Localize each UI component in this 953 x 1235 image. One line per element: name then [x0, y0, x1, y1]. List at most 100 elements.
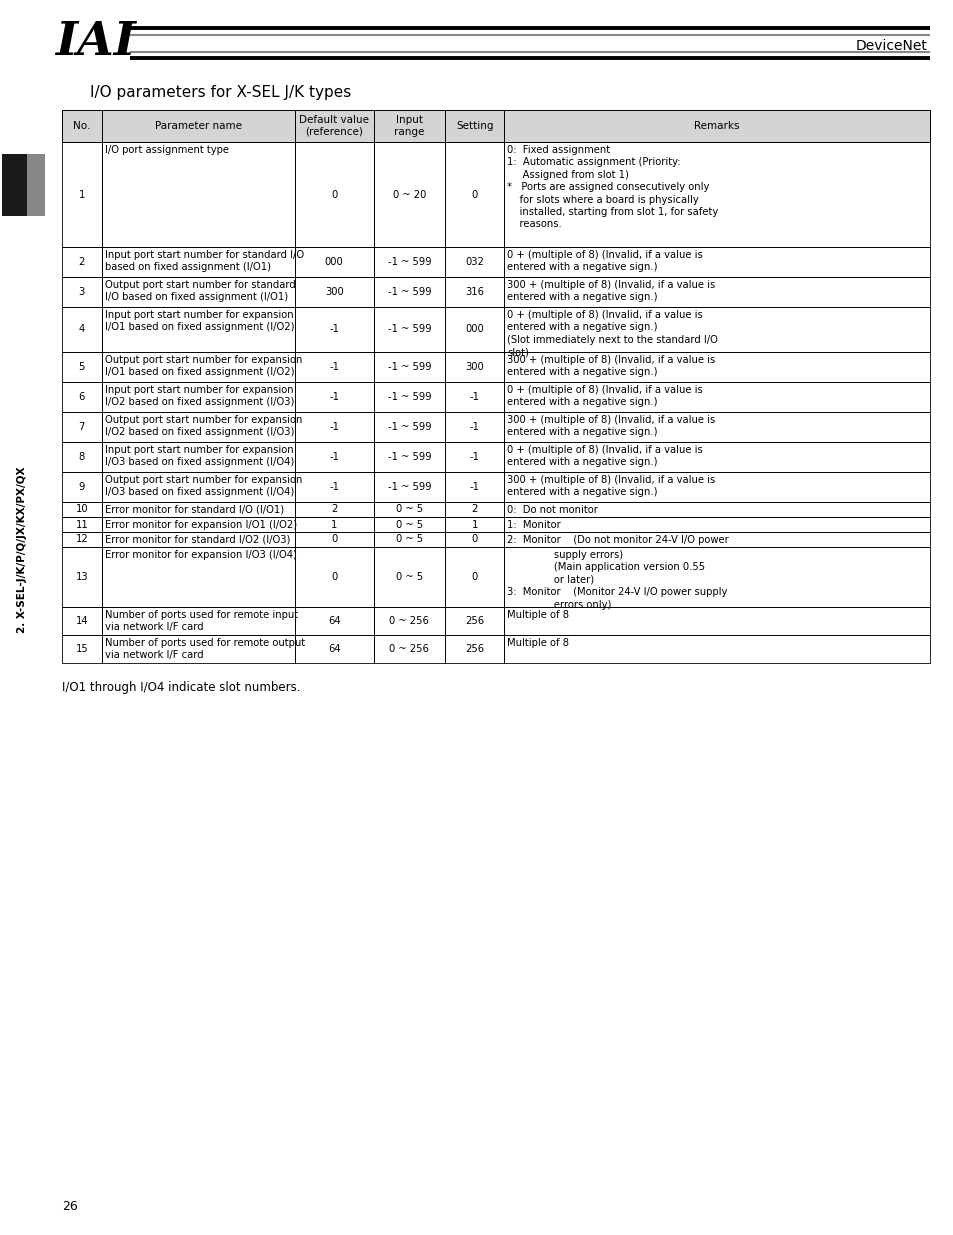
Bar — [62, 247, 101, 277]
Bar — [294, 635, 374, 663]
Bar — [62, 412, 101, 442]
Text: -1: -1 — [329, 482, 339, 492]
Text: Output port start number for expansion
I/O3 based on fixed assignment (I/O4): Output port start number for expansion I… — [105, 475, 302, 496]
Bar — [62, 547, 101, 606]
Text: 300 + (multiple of 8) (Invalid, if a value is
entered with a negative sign.): 300 + (multiple of 8) (Invalid, if a val… — [507, 415, 715, 437]
Text: 0 ~ 20: 0 ~ 20 — [393, 189, 426, 200]
Bar — [101, 532, 294, 547]
Text: 0 ~ 256: 0 ~ 256 — [389, 643, 429, 655]
Text: Output port start number for standard
I/O based on fixed assignment (I/O1): Output port start number for standard I/… — [105, 280, 295, 301]
Text: 12: 12 — [75, 535, 88, 545]
Bar — [504, 308, 929, 352]
Text: Error monitor for standard I/O2 (I/O3): Error monitor for standard I/O2 (I/O3) — [105, 535, 290, 545]
Bar — [294, 247, 374, 277]
Bar — [101, 501, 294, 517]
Text: Output port start number for expansion
I/O2 based on fixed assignment (I/O3): Output port start number for expansion I… — [105, 415, 302, 437]
Bar — [504, 606, 929, 635]
Text: Error monitor for expansion I/O3 (I/O4): Error monitor for expansion I/O3 (I/O4) — [105, 550, 296, 559]
Text: -1 ~ 599: -1 ~ 599 — [387, 422, 431, 432]
Bar — [504, 352, 929, 382]
Bar — [504, 532, 929, 547]
Text: 0: 0 — [471, 572, 477, 582]
Bar — [444, 472, 504, 501]
Bar — [294, 532, 374, 547]
Bar — [62, 501, 101, 517]
Text: 5: 5 — [78, 362, 85, 372]
Bar — [294, 517, 374, 532]
Text: 0: 0 — [471, 535, 477, 545]
Bar — [374, 532, 444, 547]
Text: 0:  Fixed assignment
1:  Automatic assignment (Priority:
     Assigned from slot: 0: Fixed assignment 1: Automatic assignm… — [507, 144, 718, 230]
Text: Default value
(reference): Default value (reference) — [299, 115, 369, 137]
Text: 0: 0 — [331, 535, 337, 545]
Text: -1: -1 — [329, 391, 339, 403]
Bar — [444, 247, 504, 277]
Bar — [504, 547, 929, 606]
Text: 26: 26 — [62, 1200, 77, 1214]
Text: -1: -1 — [469, 482, 479, 492]
Text: -1 ~ 599: -1 ~ 599 — [387, 362, 431, 372]
Text: Multiple of 8: Multiple of 8 — [507, 610, 569, 620]
Text: -1: -1 — [469, 391, 479, 403]
Bar — [294, 547, 374, 606]
Text: Output port start number for expansion
I/O1 based on fixed assignment (I/O2): Output port start number for expansion I… — [105, 354, 302, 377]
Text: 2: 2 — [471, 505, 477, 515]
Text: 10: 10 — [75, 505, 88, 515]
Bar — [374, 517, 444, 532]
Bar — [374, 277, 444, 308]
Text: 0 + (multiple of 8) (Invalid, if a value is
entered with a negative sign.): 0 + (multiple of 8) (Invalid, if a value… — [507, 445, 702, 467]
Text: 0 ~ 5: 0 ~ 5 — [395, 572, 422, 582]
Text: 64: 64 — [328, 616, 340, 626]
Text: 000: 000 — [465, 325, 483, 335]
Bar — [101, 247, 294, 277]
Bar — [444, 142, 504, 247]
Bar — [294, 442, 374, 472]
Bar — [444, 547, 504, 606]
Bar — [101, 142, 294, 247]
Bar — [294, 142, 374, 247]
Text: 256: 256 — [465, 643, 484, 655]
Bar — [444, 532, 504, 547]
Bar — [101, 517, 294, 532]
Bar — [294, 277, 374, 308]
Text: 032: 032 — [465, 257, 484, 267]
Bar — [374, 635, 444, 663]
Bar — [504, 442, 929, 472]
Bar — [101, 277, 294, 308]
Text: No.: No. — [73, 121, 91, 131]
Text: Setting: Setting — [456, 121, 493, 131]
Text: 1: 1 — [471, 520, 477, 530]
Text: 1: 1 — [78, 189, 85, 200]
Text: Number of ports used for remote output
via network I/F card: Number of ports used for remote output v… — [105, 638, 304, 659]
Text: -1: -1 — [469, 452, 479, 462]
Bar — [504, 247, 929, 277]
Bar — [374, 606, 444, 635]
Bar — [62, 308, 101, 352]
Bar — [294, 606, 374, 635]
Bar — [444, 442, 504, 472]
Bar — [444, 412, 504, 442]
Bar — [504, 110, 929, 142]
Text: 13: 13 — [75, 572, 88, 582]
Text: 300: 300 — [324, 287, 343, 296]
Text: -1 ~ 599: -1 ~ 599 — [387, 287, 431, 296]
Bar — [101, 606, 294, 635]
Text: Input port start number for expansion
I/O2 based on fixed assignment (I/O3): Input port start number for expansion I/… — [105, 385, 294, 406]
Bar — [374, 382, 444, 412]
Bar — [62, 142, 101, 247]
Text: 0 ~ 5: 0 ~ 5 — [395, 535, 422, 545]
Text: 256: 256 — [465, 616, 484, 626]
Text: 0 + (multiple of 8) (Invalid, if a value is
entered with a negative sign.)
(Slot: 0 + (multiple of 8) (Invalid, if a value… — [507, 310, 718, 357]
Bar — [374, 547, 444, 606]
Bar — [62, 382, 101, 412]
Text: 300 + (multiple of 8) (Invalid, if a value is
entered with a negative sign.): 300 + (multiple of 8) (Invalid, if a val… — [507, 475, 715, 498]
Text: 300 + (multiple of 8) (Invalid, if a value is
entered with a negative sign.): 300 + (multiple of 8) (Invalid, if a val… — [507, 354, 715, 378]
Bar — [101, 442, 294, 472]
Text: -1: -1 — [329, 422, 339, 432]
Bar — [504, 501, 929, 517]
Text: I/O1 through I/O4 indicate slot numbers.: I/O1 through I/O4 indicate slot numbers. — [62, 680, 300, 694]
Bar — [504, 412, 929, 442]
Text: 0 + (multiple of 8) (Invalid, if a value is
entered with a negative sign.): 0 + (multiple of 8) (Invalid, if a value… — [507, 385, 702, 408]
Bar — [374, 472, 444, 501]
Bar — [62, 532, 101, 547]
